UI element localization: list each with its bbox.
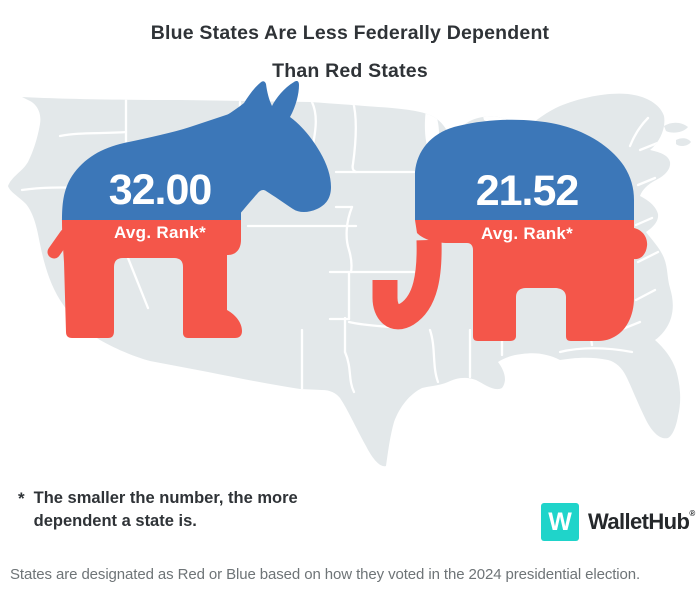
elephant-blue-half	[360, 100, 660, 220]
wallethub-logo: W WalletHub®	[541, 503, 695, 541]
asterisk-marker: *	[18, 489, 25, 508]
registered-mark: ®	[689, 509, 695, 518]
democrat-avg-rank-value: 32.00	[108, 166, 213, 214]
footnote-text: The smaller the number, the more dependen…	[33, 489, 298, 530]
democrat-avg-rank-label: Avg. Rank*	[113, 223, 207, 242]
wallethub-wordmark: WalletHub®	[588, 509, 695, 534]
donkey-blue-half	[30, 60, 350, 220]
northeast-island	[664, 122, 688, 133]
northeast-island	[676, 138, 691, 147]
methodology-caption: States are designated as Red or Blue bas…	[10, 566, 641, 583]
footnote: * The smaller the number, the more depend…	[18, 487, 298, 533]
elephant-red-half	[360, 220, 660, 345]
donkey-red-half	[30, 220, 350, 345]
republican-avg-rank-value: 21.52	[475, 167, 580, 215]
wallethub-monogram-icon: W	[541, 503, 579, 541]
republican-elephant-icon	[360, 100, 660, 345]
title-line-2: Than Red States	[272, 60, 428, 82]
democrat-donkey-icon	[30, 60, 350, 345]
title-line-1: Blue States Are Less Federally Dependent	[150, 22, 550, 44]
republican-avg-rank-label: Avg. Rank*	[480, 224, 574, 243]
